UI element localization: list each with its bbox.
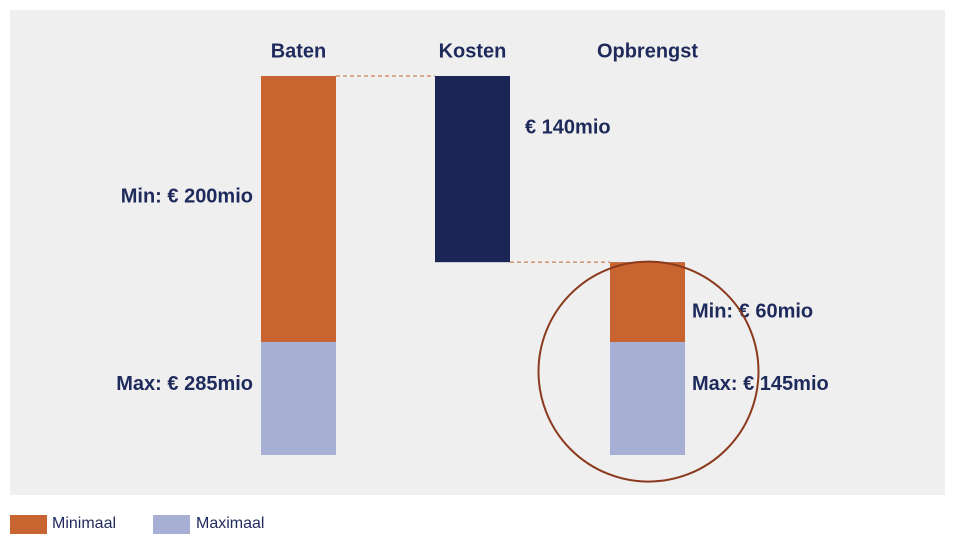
legend-swatch xyxy=(153,515,190,534)
highlight-circle xyxy=(537,260,760,483)
category-label: Opbrengst xyxy=(597,40,698,62)
value-label: € 140mio xyxy=(525,116,611,138)
legend-label: Minimaal xyxy=(52,515,116,532)
value-label: Max: € 285mio xyxy=(116,373,253,395)
value-label: Max: € 145mio xyxy=(692,373,829,395)
value-label: Min: € 60mio xyxy=(692,300,813,322)
value-label: Min: € 200mio xyxy=(121,185,253,207)
bar-minimaal xyxy=(610,262,685,342)
legend-swatch xyxy=(10,515,47,534)
category-label: Baten xyxy=(271,40,327,62)
legend-label: Maximaal xyxy=(196,515,264,532)
category-label: Kosten xyxy=(439,40,507,62)
bar-kosten xyxy=(435,76,510,263)
bar-minimaal xyxy=(261,76,336,342)
